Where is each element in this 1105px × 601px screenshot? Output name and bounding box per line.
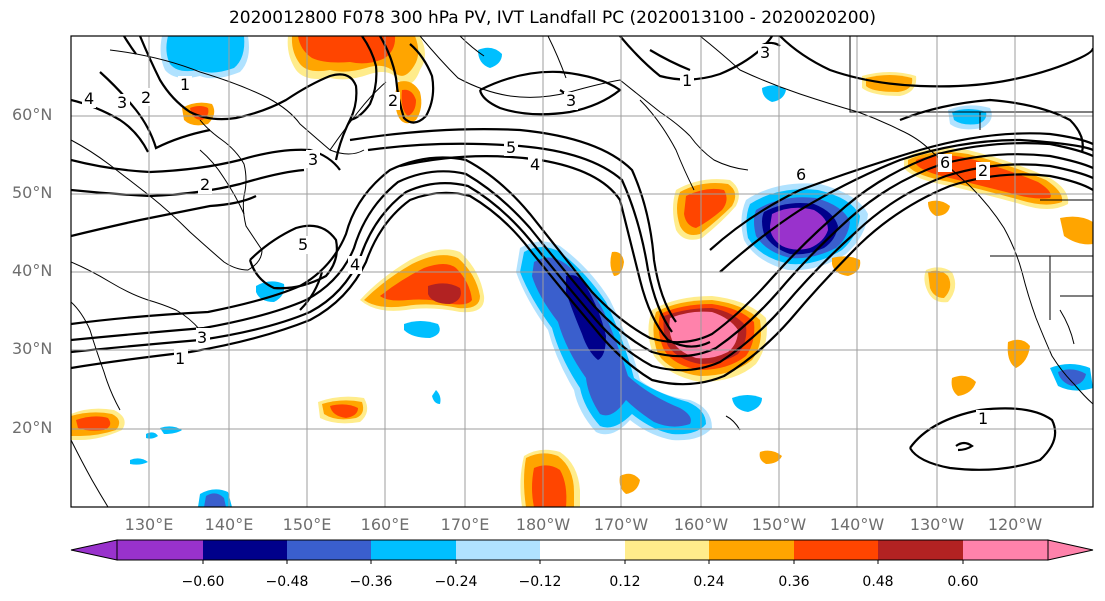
anomaly-region [951, 375, 976, 396]
contour-label: 2 [978, 161, 988, 180]
contour-label: 1 [682, 71, 692, 90]
colorbar-min-arrow [70, 539, 118, 561]
anomaly-region [298, 36, 396, 64]
colorbar-swatch [117, 540, 203, 560]
colorbar-tick-label: −0.24 [434, 574, 478, 590]
colorbar-swatch [203, 540, 287, 560]
lon-label: 120°W [987, 515, 1043, 534]
contour-label: 1 [175, 349, 185, 368]
lon-label: 160°E [360, 515, 410, 534]
colorbar-swatch [878, 540, 963, 560]
anomaly-region [759, 450, 782, 464]
colorbar [70, 539, 1094, 564]
lon-label: 160°W [673, 515, 729, 534]
colorbar-tick-label: −0.48 [265, 574, 309, 590]
anomaly-region [732, 395, 762, 412]
anomaly-region [478, 47, 502, 68]
colorbar-swatch [709, 540, 794, 560]
anomaly-region [330, 404, 358, 418]
contour-label: 5 [506, 138, 516, 157]
colorbar-tick-label: 0.24 [693, 574, 725, 590]
lat-label-30n: 30°N [12, 339, 53, 358]
anomaly-region [770, 207, 828, 250]
contour-label: 2 [200, 175, 210, 194]
contour-label: 3 [197, 328, 207, 347]
colorbar-swatch [540, 540, 625, 560]
anomaly-region [256, 281, 285, 302]
contour-label: 3 [117, 93, 127, 112]
colorbar-swatch [625, 540, 709, 560]
colorbar-max-arrow [1047, 539, 1094, 561]
lon-label: 180°W [515, 515, 571, 534]
anomaly-region [1060, 216, 1093, 245]
colorbar-swatch [794, 540, 878, 560]
lon-label: 170°W [593, 515, 649, 534]
contour-label: 1 [978, 409, 988, 428]
contour-label: 6 [796, 165, 806, 184]
contour-label: 2 [141, 88, 151, 107]
graticule [71, 36, 1093, 507]
lon-label: 130°W [909, 515, 965, 534]
colorbar-tick-label: 0.48 [862, 574, 894, 590]
lat-label-50n: 50°N [12, 183, 53, 202]
map-title: 2020012800 F078 300 hPa PV, IVT Landfall… [228, 8, 876, 28]
map-frame [70, 35, 1094, 508]
contour-label: 6 [940, 153, 950, 172]
contour-label: 3 [760, 43, 770, 62]
anomaly-region [130, 458, 148, 465]
lon-label: 140°E [204, 515, 254, 534]
anomaly-region [619, 473, 640, 494]
anomaly-region [428, 283, 461, 304]
colorbar-tick-label: 0.12 [609, 574, 641, 590]
lon-label: 150°W [751, 515, 807, 534]
lat-label-40n: 40°N [12, 261, 53, 280]
contour-label: 5 [298, 235, 308, 254]
anomaly-region [684, 188, 727, 228]
anomaly-region [166, 36, 245, 73]
anomaly-region [952, 109, 987, 125]
colorbar-tick-label: 0.60 [947, 574, 979, 590]
contour-label: 4 [530, 155, 540, 174]
contour-label: 3 [566, 91, 576, 110]
anomaly-region [401, 89, 416, 116]
contour-label: 4 [84, 89, 94, 108]
contour-label: 4 [350, 255, 360, 274]
colorbar-swatch [371, 540, 456, 560]
lat-label-20n: 20°N [12, 418, 53, 437]
contour-labels: 1 2 3 4 5 6 3 2 1 4 3 2 5 3 [82, 43, 990, 428]
lon-label: 170°E [440, 515, 490, 534]
lon-label: 140°W [829, 515, 885, 534]
colorbar-tick-label: −0.12 [518, 574, 562, 590]
colorbar-swatch [456, 540, 540, 560]
anomaly-region [1007, 339, 1030, 368]
anomaly-region [432, 390, 441, 404]
contour-label: 1 [180, 75, 190, 94]
anomaly-region [204, 493, 226, 507]
anomaly-region [160, 426, 182, 434]
anomaly-region [404, 321, 440, 338]
coastlines [71, 36, 1093, 507]
colorbar-swatch [963, 540, 1048, 560]
anomaly-region [832, 256, 861, 276]
contour-label: 2 [388, 91, 398, 110]
anomaly-region [532, 465, 567, 507]
colorbar-outline [116, 539, 1049, 561]
anomaly-region [928, 200, 950, 216]
anomaly-region [928, 270, 951, 298]
colorbar-tick-label: 0.36 [778, 574, 810, 590]
lat-label-60n: 60°N [12, 105, 53, 124]
plot-area: 1 2 3 4 5 6 3 2 1 4 3 2 5 3 [71, 36, 1093, 507]
contour-label: 3 [308, 150, 318, 169]
anomaly-region [762, 85, 786, 102]
colorbar-tick-label: −0.36 [349, 574, 393, 590]
colorbar-ticks [202, 560, 964, 564]
anomaly-region [76, 416, 111, 431]
lon-label: 130°E [124, 515, 174, 534]
lon-label: 150°E [282, 515, 332, 534]
colorbar-tick-label: −0.60 [181, 574, 225, 590]
colorbar-swatch [287, 540, 371, 560]
anomaly-region [146, 432, 158, 439]
